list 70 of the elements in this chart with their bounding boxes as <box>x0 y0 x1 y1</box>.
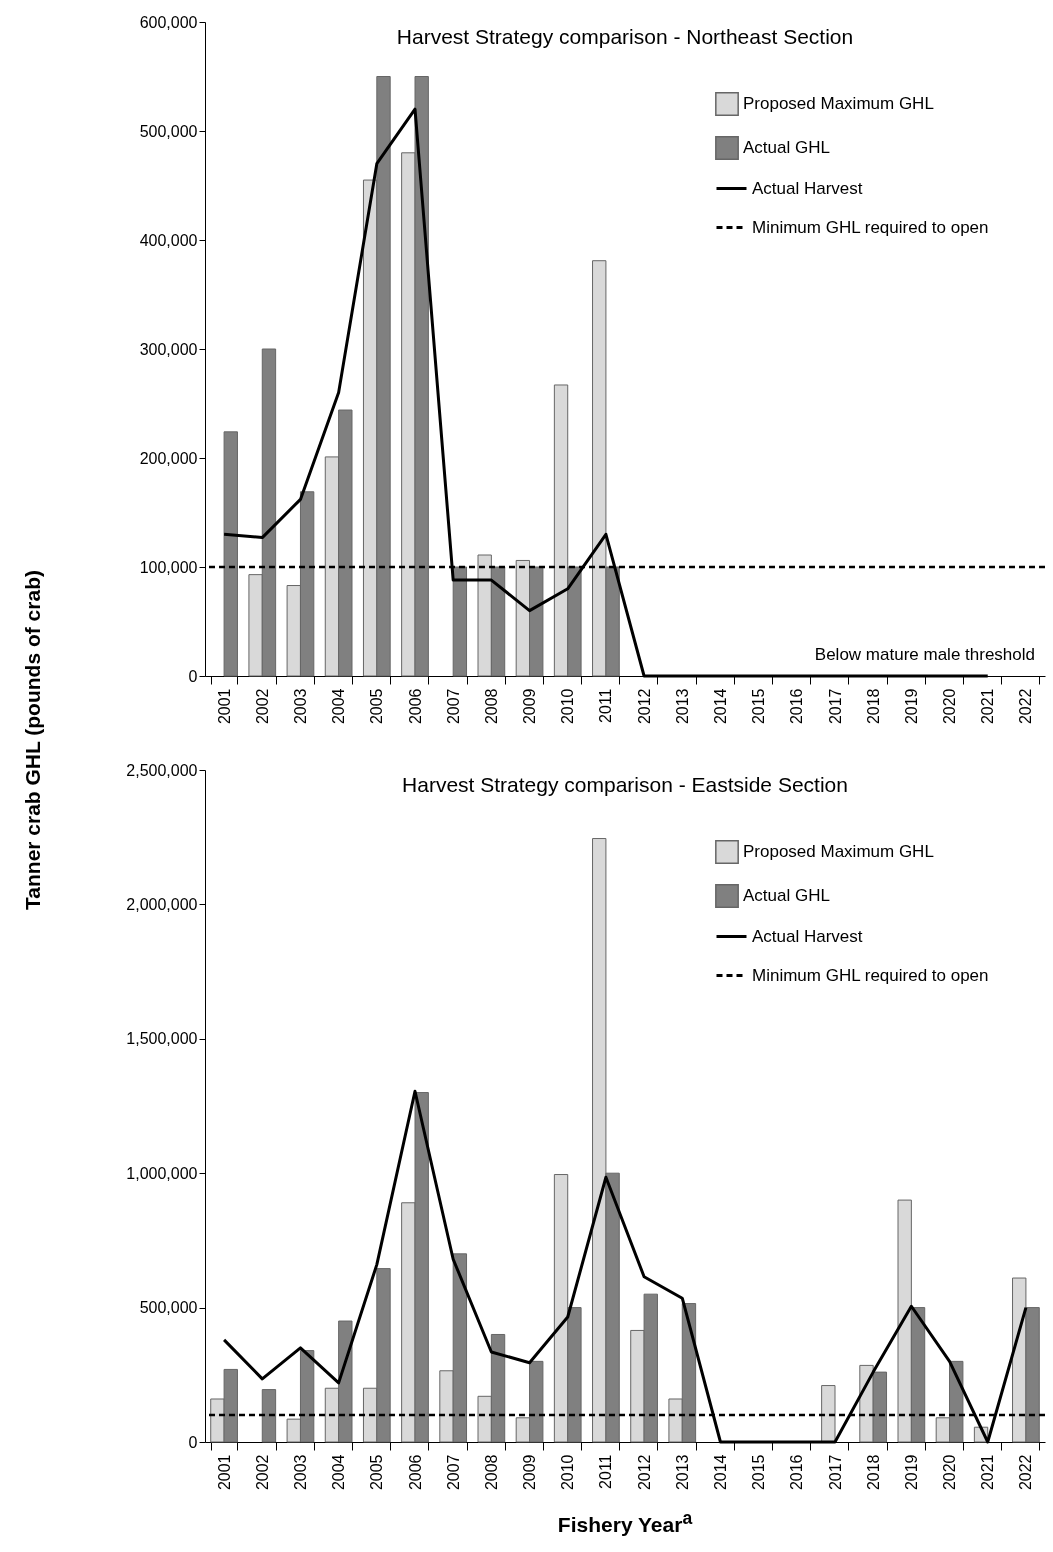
x-tick-label: 2004 <box>330 1454 348 1491</box>
x-tick-label: 2004 <box>330 688 348 725</box>
legend-label: Actual Harvest <box>752 178 863 198</box>
y-tick-label: 200,000 <box>139 449 198 467</box>
x-tick-label: 2021 <box>979 688 997 725</box>
y-tick-label: 100,000 <box>139 558 198 576</box>
x-tick-label: 2010 <box>559 1454 577 1491</box>
y-tick-label: 300,000 <box>139 340 198 358</box>
x-tick-label: 2020 <box>941 688 959 725</box>
x-tick-label: 2019 <box>902 1454 920 1491</box>
x-tick-label: 2016 <box>788 1454 806 1491</box>
legend-label: Minimum GHL required to open <box>752 965 989 985</box>
legend-label: Proposed Maximum GHL <box>743 94 934 113</box>
y-tick-label: 2,000,000 <box>126 895 198 913</box>
legend-label: Actual GHL <box>743 886 830 905</box>
x-tick-label: 2019 <box>902 688 920 725</box>
x-tick-label: 2007 <box>444 688 462 725</box>
legend-label: Proposed Maximum GHL <box>743 842 934 861</box>
chart-title: Harvest Strategy comparison - Eastside Section <box>402 773 848 796</box>
y-tick-label: 500,000 <box>139 1299 198 1317</box>
y-tick-label: 600,000 <box>139 13 198 31</box>
x-tick-label: 2015 <box>750 688 768 725</box>
x-tick-label: 2008 <box>482 1454 500 1491</box>
y-tick-label: 2,500,000 <box>126 761 198 779</box>
chart-title: Harvest Strategy comparison - Northeast Section <box>396 25 854 48</box>
x-tick-label: 2018 <box>864 688 882 725</box>
x-tick-label: 2011 <box>597 688 615 723</box>
x-tick-label: 2022 <box>1017 1454 1035 1491</box>
y-tick-label: 400,000 <box>139 231 198 249</box>
x-tick-label: 2017 <box>826 688 844 725</box>
x-tick-label: 2015 <box>750 1454 768 1491</box>
x-tick-label: 2012 <box>635 1454 653 1491</box>
x-tick-label: 2005 <box>368 1454 386 1491</box>
x-tick-label: 2013 <box>673 1454 691 1491</box>
x-tick-label: 2008 <box>482 688 500 725</box>
annotation: Below mature male threshold <box>814 645 1035 664</box>
x-tick-label: 2003 <box>291 1454 309 1491</box>
x-tick-label: 2002 <box>253 688 271 725</box>
x-tick-label: 2012 <box>635 688 653 725</box>
y-tick-label: 0 <box>188 667 198 685</box>
x-tick-label: 2016 <box>788 688 806 725</box>
x-tick-label: 2014 <box>711 1454 729 1491</box>
x-tick-label: 2002 <box>253 1454 271 1491</box>
y-axis-title: Tanner crab GHL (pounds of crab) <box>21 570 45 910</box>
x-tick-label: 2005 <box>368 688 386 725</box>
x-tick-label: 2020 <box>941 1454 959 1491</box>
x-tick-label: 2010 <box>559 688 577 725</box>
y-tick-label: 1,500,000 <box>126 1030 198 1048</box>
x-tick-label: 2013 <box>673 688 691 725</box>
x-tick-label: 2001 <box>215 1454 233 1491</box>
legend-label: Actual Harvest <box>752 926 863 946</box>
y-tick-label: 0 <box>188 1433 198 1451</box>
x-tick-label: 2022 <box>1017 688 1035 725</box>
x-tick-label: 2007 <box>444 1454 462 1491</box>
x-tick-label: 2003 <box>291 688 309 725</box>
y-tick-label: 1,000,000 <box>126 1164 198 1182</box>
x-tick-label: 2009 <box>521 688 539 725</box>
legend-label: Minimum GHL required to open <box>752 217 989 237</box>
x-tick-label: 2006 <box>406 688 424 725</box>
x-tick-label: 2017 <box>826 1454 844 1491</box>
x-tick-label: 2014 <box>711 688 729 725</box>
y-tick-label: 500,000 <box>139 122 198 140</box>
x-tick-label: 2009 <box>521 1454 539 1491</box>
x-tick-label: 2001 <box>215 688 233 725</box>
x-tick-label: 2021 <box>979 1454 997 1491</box>
x-tick-label: 2006 <box>406 1454 424 1491</box>
x-axis-title: Fishery Year$^{a}$ <box>557 1508 693 1537</box>
x-tick-label: 2011 <box>597 1454 615 1489</box>
x-tick-label: 2018 <box>864 1454 882 1491</box>
legend-label: Actual GHL <box>743 138 830 157</box>
